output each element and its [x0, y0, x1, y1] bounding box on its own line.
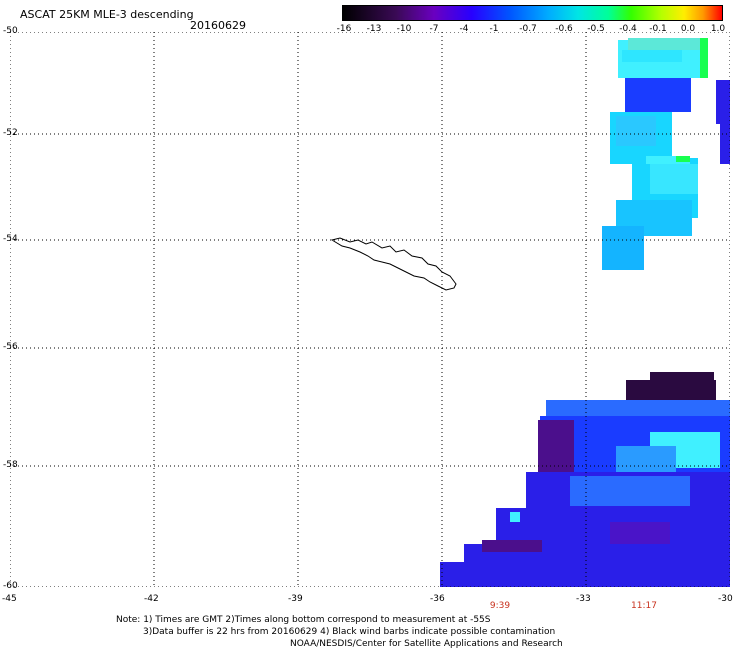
lon-label: -42 — [144, 594, 159, 604]
color-scale-label: -0.7 — [519, 24, 537, 34]
color-scale-label: -13 — [366, 24, 382, 34]
color-scale-label: -7 — [429, 24, 439, 34]
color-scale-label: -1 — [489, 24, 499, 34]
color-scale-bar — [342, 5, 723, 21]
wind-map — [10, 32, 730, 587]
swath-time-label: 9:39 — [489, 601, 511, 611]
lon-label: -45 — [2, 594, 17, 604]
map-title: ASCAT 25KM MLE-3 descending — [20, 8, 194, 21]
wind-swath-south — [440, 372, 730, 587]
color-scale-label: -4 — [459, 24, 469, 34]
lat-label: -56 — [3, 342, 18, 352]
color-scale-label: -10 — [396, 24, 412, 34]
lon-label: -30 — [718, 594, 733, 604]
lon-label: -36 — [430, 594, 445, 604]
footnote-line: 3)Data buffer is 22 hrs from 20160629 4)… — [143, 627, 556, 637]
color-scale-label: -0.1 — [649, 24, 667, 34]
color-scale-label: -16 — [336, 24, 352, 34]
footnote-line: NOAA/NESDIS/Center for Satellite Applica… — [290, 639, 563, 649]
color-scale-label: -0.6 — [555, 24, 573, 34]
lon-label: -39 — [288, 594, 303, 604]
swath-time-label: 11:17 — [631, 601, 657, 611]
lat-label: -58 — [3, 460, 18, 470]
island-coastline — [330, 237, 457, 291]
swath-time-labels: 9:39 11:17 — [0, 601, 740, 613]
lat-label: -50 — [3, 26, 18, 36]
color-scale-label: -0.5 — [587, 24, 605, 34]
color-scale-label: -0.4 — [619, 24, 637, 34]
color-scale-label: 1.0 — [710, 24, 726, 34]
color-scale-label: 0.0 — [680, 24, 696, 34]
wind-swath-east — [602, 38, 730, 270]
lon-label: -33 — [576, 594, 591, 604]
latitude-labels: -50 -52 -54 -56 -58 -60 — [0, 0, 40, 600]
lat-label: -52 — [3, 128, 18, 138]
lat-label: -54 — [3, 234, 18, 244]
lat-label: -60 — [3, 581, 18, 591]
map-date: 20160629 — [190, 19, 246, 32]
footnote-line: Note: 1) Times are GMT 2)Times along bot… — [116, 615, 491, 625]
color-scale-labels: -16 -13 -10 -7 -4 -1 -0.7 -0.6 -0.5 -0.4… — [330, 24, 735, 36]
longitude-labels: -45 -42 -39 -36 -33 -30 — [0, 594, 740, 608]
